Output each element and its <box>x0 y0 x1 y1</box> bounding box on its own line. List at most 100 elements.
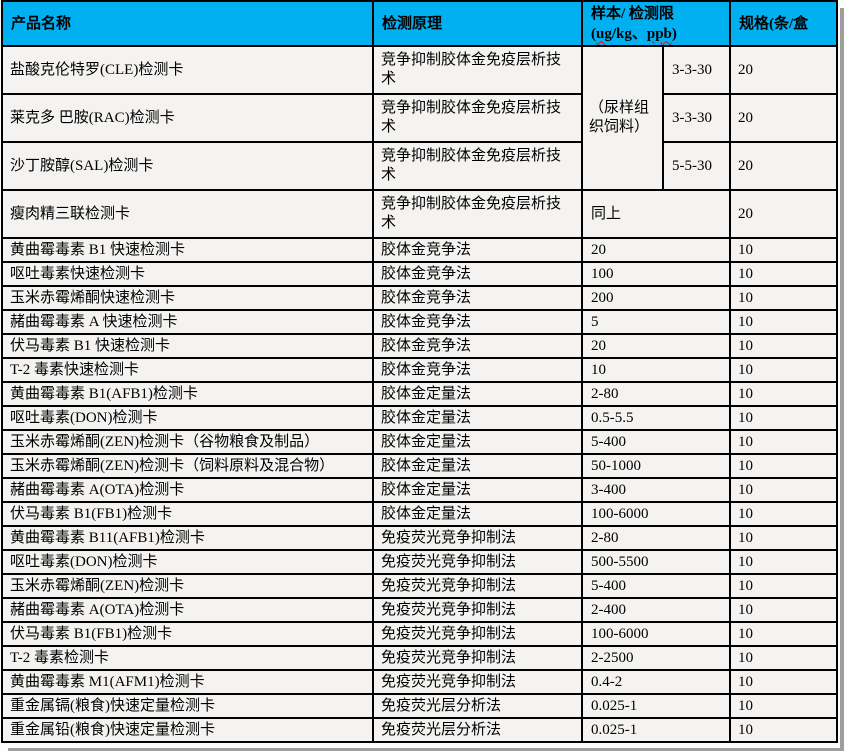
spec-cell: 10 <box>729 645 839 671</box>
limit-cell: 500-5500 <box>580 549 732 575</box>
product-name-cell: T-2 毒素检测卡 <box>1 645 374 671</box>
table-row: T-2 毒素检测卡 免疫荧光竞争抑制法 2-2500 10 <box>1 645 839 671</box>
table-row: 伏马毒素 B1(FB1)检测卡 胶体金定量法 100-6000 10 <box>1 501 839 527</box>
sample-limit-title: 样本/ 检测限 <box>591 5 674 22</box>
product-name-cell: 伏马毒素 B1(FB1)检测卡 <box>1 501 374 527</box>
principle-cell: 免疫荧光竞争抑制法 <box>372 645 583 671</box>
spec-cell: 10 <box>729 237 839 263</box>
table-row: 伏马毒素 B1(FB1)检测卡 免疫荧光竞争抑制法 100-6000 10 <box>1 621 839 647</box>
table-row: 赭曲霉毒素 A(OTA)检测卡 胶体金定量法 3-400 10 <box>1 477 839 503</box>
product-name-cell: 呕吐毒素(DON)检测卡 <box>1 405 374 431</box>
spec-cell: 10 <box>729 381 839 407</box>
unit-ppb: ppb <box>646 25 672 42</box>
sample-cell: （尿样组织饲料） <box>581 45 664 191</box>
limit-cell: 3-3-30 <box>661 93 732 143</box>
principle-cell: 胶体金定量法 <box>372 405 583 431</box>
product-name-cell: 黄曲霉毒素 M1(AFM1)检测卡 <box>1 669 374 695</box>
table-row: 呕吐毒素(DON)检测卡 免疫荧光竞争抑制法 500-5500 10 <box>1 549 839 575</box>
table-row: 玉米赤霉烯酮快速检测卡 胶体金竞争法 200 10 <box>1 285 839 311</box>
limit-cell: 2-2500 <box>580 645 732 671</box>
limit-cell: 20 <box>580 237 732 263</box>
product-name-cell: 重金属镉(粮食)快速定量检测卡 <box>1 693 374 719</box>
limit-cell: 2-80 <box>580 525 732 551</box>
principle-cell: 胶体金定量法 <box>372 381 583 407</box>
table-row: 黄曲霉毒素 M1(AFM1)检测卡 免疫荧光竞争抑制法 0.4-2 10 <box>1 669 839 695</box>
principle-cell: 胶体金竞争法 <box>372 333 583 359</box>
header-row: 产品名称 检测原理 样本/ 检测限 (ug/kg、ppb) 规格(条/盒 <box>1 0 839 47</box>
unit-ug: ug <box>596 25 612 42</box>
principle-cell: 免疫荧光竞争抑制法 <box>372 597 583 623</box>
col-header-sample-limit: 样本/ 检测限 (ug/kg、ppb) <box>580 0 732 47</box>
product-name-cell: 黄曲霉毒素 B11(AFB1)检测卡 <box>1 525 374 551</box>
limit-cell: 50-1000 <box>580 453 732 479</box>
principle-cell: 胶体金定量法 <box>372 477 583 503</box>
principle-cell: 免疫荧光层分析法 <box>372 717 583 743</box>
principle-cell: 竞争抑制胶体金免疫层析技术 <box>372 141 583 191</box>
principle-cell: 胶体金竞争法 <box>372 237 583 263</box>
spec-cell: 10 <box>729 477 839 503</box>
spec-cell: 10 <box>729 405 839 431</box>
spec-cell: 10 <box>729 549 839 575</box>
principle-cell: 竞争抑制胶体金免疫层析技术 <box>372 189 583 239</box>
principle-cell: 免疫荧光竞争抑制法 <box>372 669 583 695</box>
product-name-cell: T-2 毒素快速检测卡 <box>1 357 374 383</box>
principle-cell: 胶体金竞争法 <box>372 285 583 311</box>
principle-cell: 免疫荧光竞争抑制法 <box>372 573 583 599</box>
product-name-cell: 重金属铅(粮食)快速定量检测卡 <box>1 717 374 743</box>
spec-cell: 10 <box>729 453 839 479</box>
product-name-cell: 盐酸克伦特罗(CLE)检测卡 <box>1 45 374 95</box>
principle-cell: 胶体金定量法 <box>372 453 583 479</box>
limit-cell: 2-400 <box>580 597 732 623</box>
table-row: T-2 毒素快速检测卡 胶体金竞争法 10 10 <box>1 357 839 383</box>
principle-cell: 胶体金竞争法 <box>372 357 583 383</box>
spec-cell: 20 <box>729 93 839 143</box>
spec-cell: 10 <box>729 573 839 599</box>
product-name-cell: 伏马毒素 B1 快速检测卡 <box>1 333 374 359</box>
table-row: 玉米赤霉烯酮(ZEN)检测卡（饲料原料及混合物） 胶体金定量法 50-1000 … <box>1 453 839 479</box>
limit-cell: 5 <box>580 309 732 335</box>
table-row: 赭曲霉毒素 A 快速检测卡 胶体金竞争法 5 10 <box>1 309 839 335</box>
limit-cell: 5-5-30 <box>661 141 732 191</box>
principle-cell: 竞争抑制胶体金免疫层析技术 <box>372 93 583 143</box>
limit-cell: 10 <box>580 357 732 383</box>
table-row: 呕吐毒素快速检测卡 胶体金竞争法 100 10 <box>1 261 839 287</box>
table-row: 呕吐毒素(DON)检测卡 胶体金定量法 0.5-5.5 10 <box>1 405 839 431</box>
principle-cell: 竞争抑制胶体金免疫层析技术 <box>372 45 583 95</box>
table-row: 沙丁胺醇(SAL)检测卡 竞争抑制胶体金免疫层析技术 5-5-30 20 <box>1 141 839 191</box>
table-row: 莱克多 巴胺(RAC)检测卡 竞争抑制胶体金免疫层析技术 3-3-30 20 <box>1 93 839 143</box>
product-name-cell: 沙丁胺醇(SAL)检测卡 <box>1 141 374 191</box>
product-name-cell: 玉米赤霉烯酮(ZEN)检测卡 <box>1 573 374 599</box>
spec-cell: 10 <box>729 717 839 743</box>
spec-cell: 10 <box>729 597 839 623</box>
product-name-cell: 呕吐毒素(DON)检测卡 <box>1 549 374 575</box>
limit-cell: 3-3-30 <box>661 45 732 95</box>
table-row: 黄曲霉毒素 B11(AFB1)检测卡 免疫荧光竞争抑制法 2-80 10 <box>1 525 839 551</box>
limit-cell: 100-6000 <box>580 501 732 527</box>
product-name-cell: 玉米赤霉烯酮(ZEN)检测卡（谷物粮食及制品） <box>1 429 374 455</box>
principle-cell: 胶体金定量法 <box>372 501 583 527</box>
limit-cell: 100 <box>580 261 732 287</box>
product-name-cell: 赭曲霉毒素 A(OTA)检测卡 <box>1 477 374 503</box>
limit-cell: 2-80 <box>580 381 732 407</box>
spec-cell: 10 <box>729 501 839 527</box>
col-header-spec: 规格(条/盒 <box>729 0 839 47</box>
spec-cell: 10 <box>729 693 839 719</box>
product-name-cell: 玉米赤霉烯酮(ZEN)检测卡（饲料原料及混合物） <box>1 453 374 479</box>
limit-cell: 5-400 <box>580 573 732 599</box>
spec-cell: 10 <box>729 285 839 311</box>
spec-cell: 20 <box>729 45 839 95</box>
limit-cell: 200 <box>580 285 732 311</box>
table-row: 瘦肉精三联检测卡 竞争抑制胶体金免疫层析技术 同上 20 <box>1 189 839 239</box>
principle-cell: 免疫荧光竞争抑制法 <box>372 525 583 551</box>
principle-cell: 免疫荧光竞争抑制法 <box>372 621 583 647</box>
table-row: 重金属镉(粮食)快速定量检测卡 免疫荧光层分析法 0.025-1 10 <box>1 693 839 719</box>
principle-cell: 免疫荧光竞争抑制法 <box>372 549 583 575</box>
table-row: 黄曲霉毒素 B1 快速检测卡 胶体金竞争法 20 10 <box>1 237 839 263</box>
table-row: 重金属铅(粮食)快速定量检测卡 免疫荧光层分析法 0.025-1 10 <box>1 717 839 743</box>
sample-cell: 同上 <box>580 189 732 239</box>
limit-cell: 0.025-1 <box>580 693 732 719</box>
principle-cell: 胶体金竞争法 <box>372 261 583 287</box>
limit-cell: 0.025-1 <box>580 717 732 743</box>
